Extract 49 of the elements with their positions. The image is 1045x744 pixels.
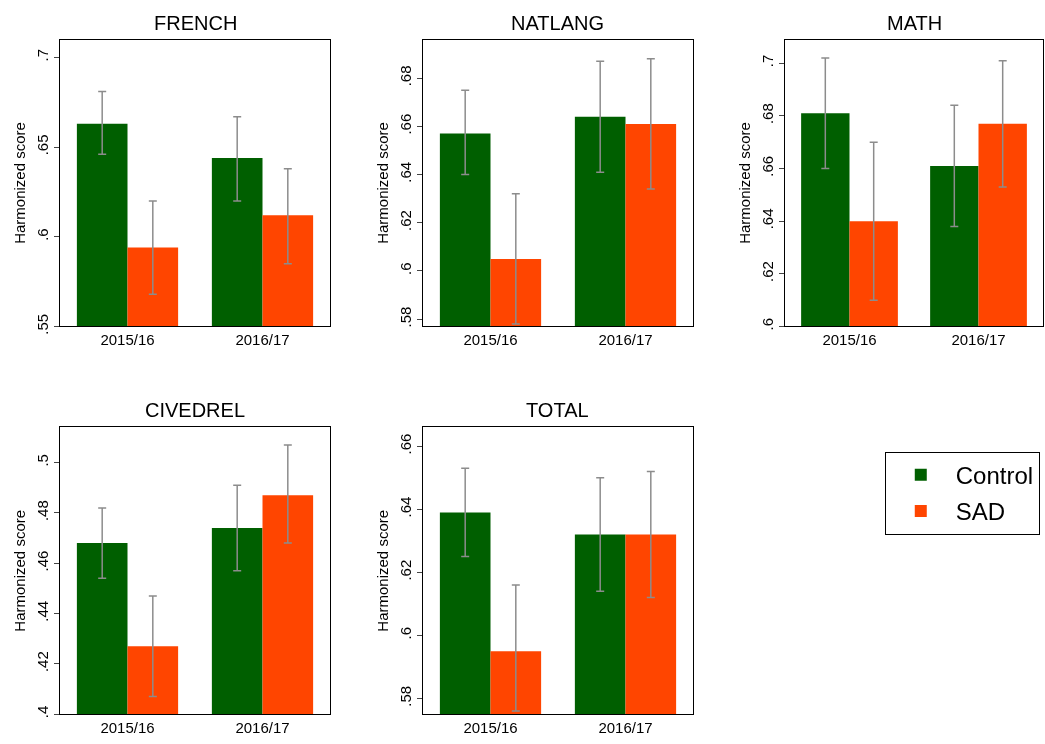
y-tick-label: .48 xyxy=(34,500,51,522)
y-tick-label: .64 xyxy=(397,161,414,183)
y-tick-label: .66 xyxy=(759,155,776,177)
y-tick-label: .66 xyxy=(397,113,414,135)
chart-title: TOTAL xyxy=(526,399,589,421)
y-tick-label: .64 xyxy=(759,208,776,230)
chart-title: FRENCH xyxy=(154,12,238,34)
x-tick-label: 2016/17 xyxy=(598,331,653,349)
legend-label: Control xyxy=(955,462,1034,490)
y-axis-title: Harmonized score xyxy=(736,122,754,244)
chart-title: CIVEDREL xyxy=(145,399,246,421)
y-tick-label: .62 xyxy=(397,559,414,581)
y-axis-title: Harmonized score xyxy=(11,509,29,632)
y-tick-label: .44 xyxy=(34,600,51,622)
y-tick-label: .66 xyxy=(397,433,414,455)
x-tick-label: 2015/16 xyxy=(100,719,155,737)
chart-title: NATLANG xyxy=(511,12,604,34)
y-tick-label: .58 xyxy=(397,685,414,707)
y-tick-label: .65 xyxy=(34,134,51,156)
x-tick-label: 2015/16 xyxy=(463,331,518,349)
y-tick-label: .42 xyxy=(34,651,51,673)
y-tick-label: .68 xyxy=(759,103,776,125)
y-tick-label: .46 xyxy=(34,550,51,572)
y-tick-label: .6 xyxy=(397,262,414,276)
x-tick-label: 2016/17 xyxy=(951,331,1006,349)
y-tick-label: .6 xyxy=(397,626,414,640)
y-tick-label: .58 xyxy=(397,306,414,328)
legend-label: SAD xyxy=(955,498,1006,526)
y-tick-label: .62 xyxy=(397,210,414,231)
chart-title: MATH xyxy=(887,12,943,34)
x-tick-label: 2016/17 xyxy=(598,719,653,737)
y-tick-label: .62 xyxy=(759,261,776,282)
y-axis-title: Harmonized score xyxy=(11,122,29,244)
x-tick-label: 2015/16 xyxy=(463,719,518,737)
x-tick-label: 2015/16 xyxy=(822,331,877,349)
y-tick-label: .7 xyxy=(759,54,776,68)
y-tick-label: .55 xyxy=(34,313,51,335)
y-tick-label: .68 xyxy=(397,65,414,87)
x-tick-label: 2016/17 xyxy=(235,331,290,349)
x-tick-label: 2015/16 xyxy=(100,331,155,349)
y-tick-label: .7 xyxy=(34,48,51,62)
y-axis-title: Harmonized score xyxy=(374,509,392,632)
y-tick-label: .64 xyxy=(397,496,414,518)
y-axis-title: Harmonized score xyxy=(374,122,392,244)
y-tick-label: .5 xyxy=(34,454,51,467)
y-tick-label: .6 xyxy=(759,317,776,331)
y-tick-label: .6 xyxy=(34,228,51,241)
x-tick-label: 2016/17 xyxy=(235,719,290,737)
y-tick-label: .4 xyxy=(34,705,51,719)
